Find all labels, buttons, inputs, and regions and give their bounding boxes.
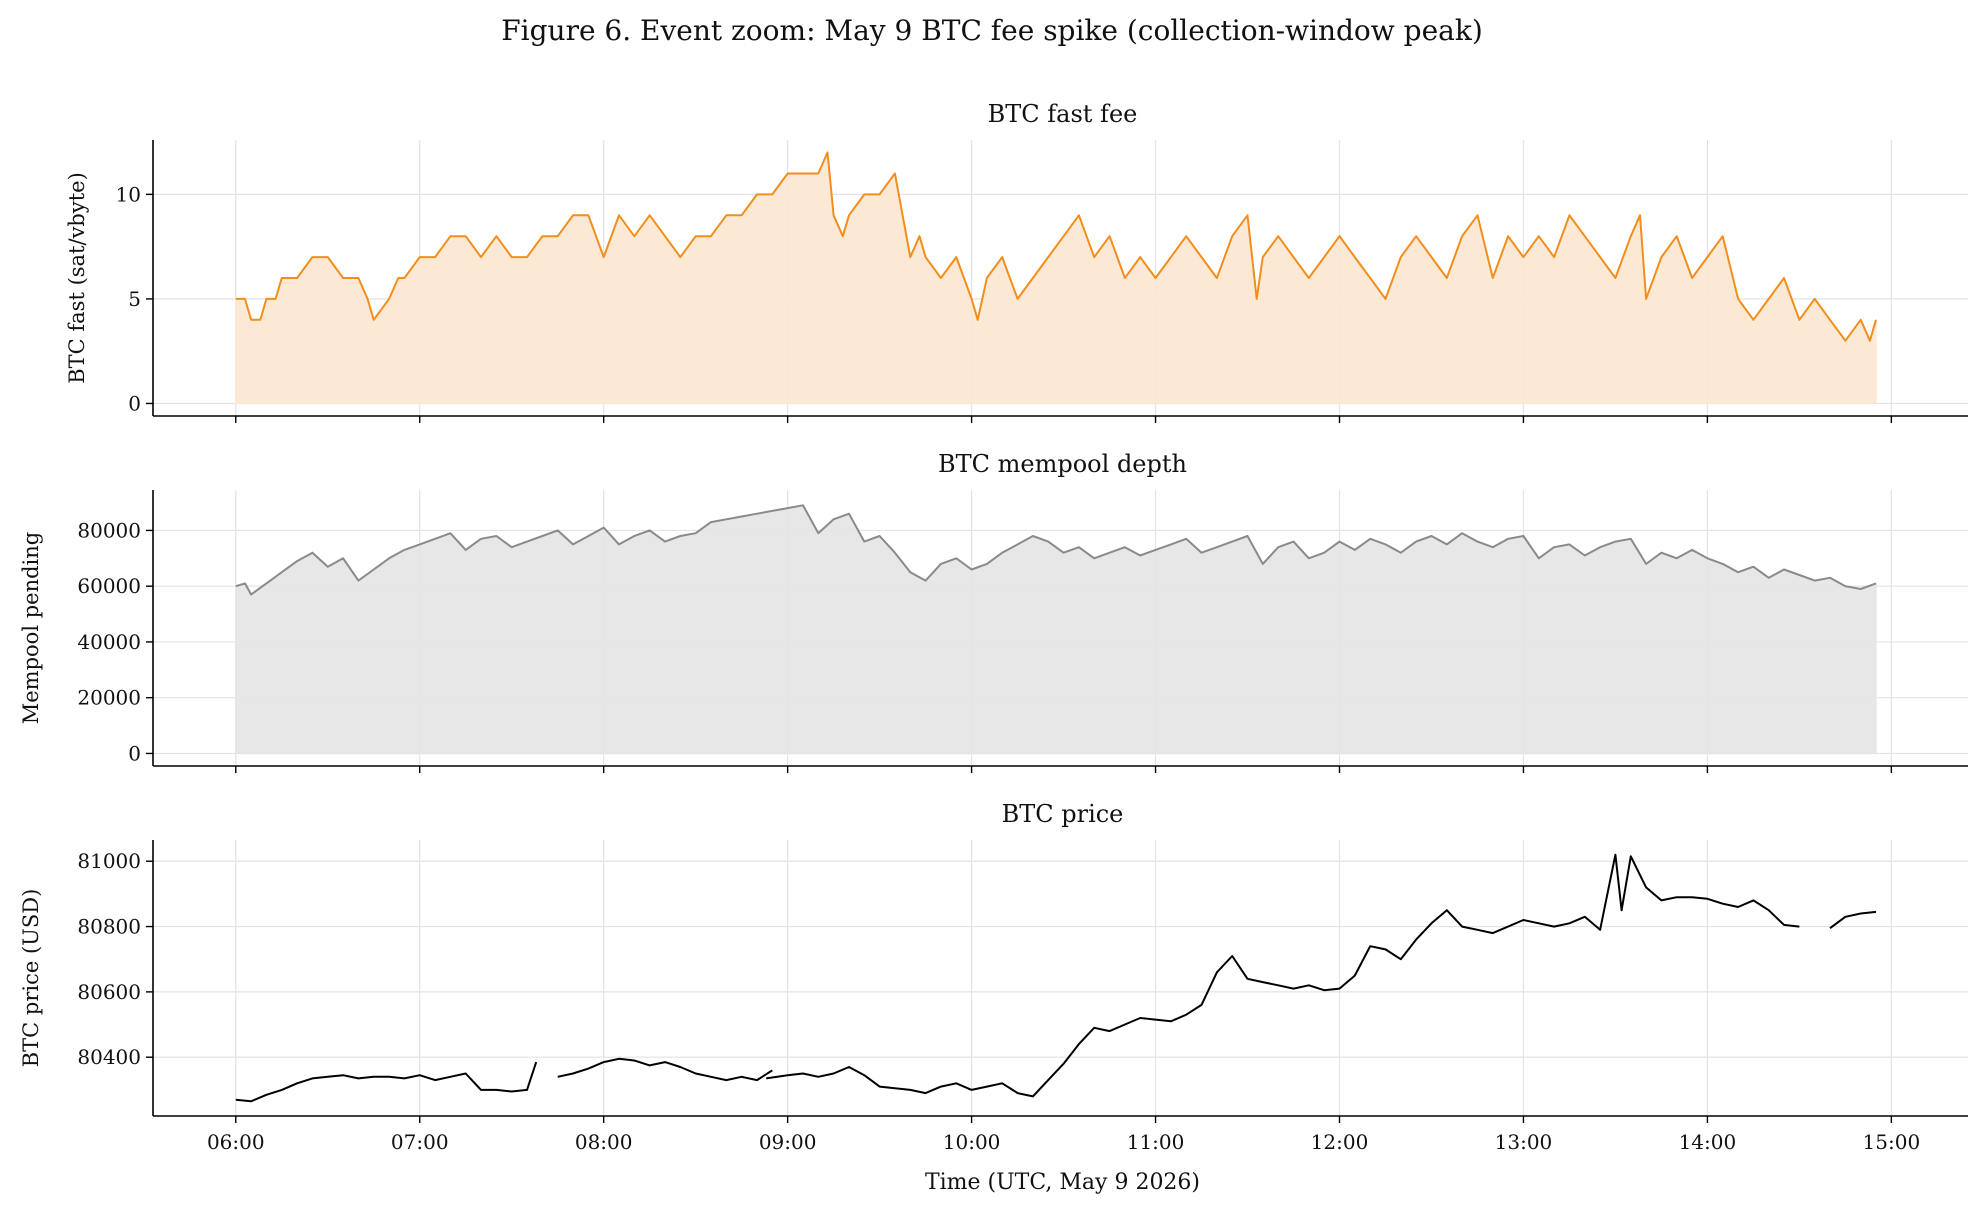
y-axis-label-fee: BTC fast (sat/vbyte)	[65, 172, 89, 384]
y-tick-label: 80400	[77, 1045, 141, 1069]
y-tick-label: 40000	[77, 630, 141, 654]
x-tick-label: 07:00	[391, 1130, 449, 1154]
y-axis-label-mempool: Mempool pending	[19, 532, 43, 725]
panel-price: 80400 80600 80800 81000 06:00 07:00 08:00 09:00…	[19, 800, 1968, 1154]
series-line-price-segment-2	[557, 1057, 773, 1082]
figure-title: Figure 6. Event zoom: May 9 BTC fee spik…	[501, 14, 1483, 47]
series-line-price-segment-1	[235, 1061, 538, 1103]
y-axis-label-price: BTC price (USD)	[19, 889, 43, 1068]
y-tick-label: 10	[116, 182, 141, 206]
y-tick-label: 20000	[77, 686, 141, 710]
panel-mempool: 0 20000 40000 60000 80000 BTC mempool depth Me…	[19, 450, 1968, 773]
series-area-fee	[235, 149, 1877, 405]
x-tick-label: 14:00	[1679, 1130, 1737, 1154]
series-line-price-segment-4	[1829, 910, 1877, 930]
series-area-mempool	[235, 504, 1877, 755]
y-tick-label: 80800	[77, 915, 141, 939]
y-tick-label: 81000	[77, 849, 141, 873]
series-line-fee	[235, 151, 1877, 342]
panel-title-fee: BTC fast fee	[988, 100, 1138, 128]
y-tick-label: 0	[128, 391, 141, 415]
panel-fee: 0 5 10 BTC fast fee BTC fast (sat/vbyte)	[65, 100, 1968, 423]
x-tick-label: 10:00	[943, 1130, 1001, 1154]
y-tick-label: 80000	[77, 518, 141, 542]
x-axis-label: Time (UTC, May 9 2026)	[925, 1170, 1200, 1195]
y-tick-label: 5	[128, 287, 141, 311]
y-tick-label: 80600	[77, 980, 141, 1004]
x-tick-label: 15:00	[1863, 1130, 1921, 1154]
x-tick-label: 13:00	[1495, 1130, 1553, 1154]
series-line-price-segment-3	[766, 853, 1800, 1098]
y-tick-label: 60000	[77, 574, 141, 598]
y-tick-label: 0	[128, 741, 141, 765]
x-tick-label: 09:00	[759, 1130, 817, 1154]
x-tick-label: 12:00	[1311, 1130, 1369, 1154]
x-tick-label: 11:00	[1127, 1130, 1185, 1154]
panel-title-price: BTC price	[1002, 800, 1124, 828]
series-line-mempool	[235, 504, 1877, 596]
x-tick-label: 08:00	[575, 1130, 633, 1154]
x-tick-label: 06:00	[207, 1130, 265, 1154]
panel-title-mempool: BTC mempool depth	[938, 450, 1187, 478]
